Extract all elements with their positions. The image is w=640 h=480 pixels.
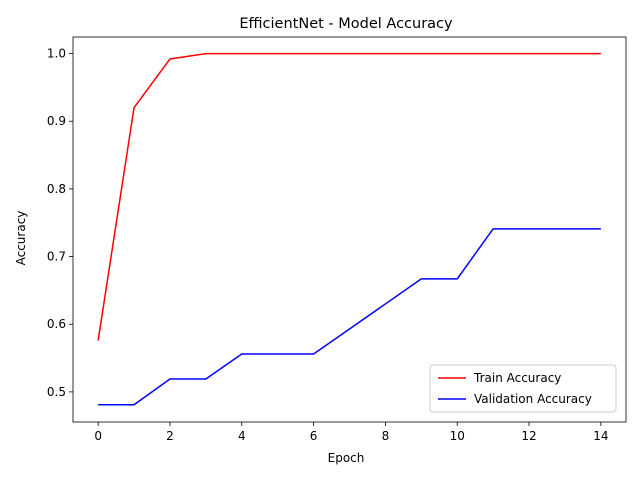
y-tick-label: 1.0 [47,47,66,61]
legend: Train Accuracy Validation Accuracy [429,364,617,413]
y-tick-label: 0.6 [47,317,66,331]
x-tick-label: 0 [94,429,102,443]
legend-box [429,364,617,413]
x-tick-label: 4 [238,429,246,443]
series-line-1 [97,52,601,341]
x-tick-label: 12 [521,429,536,443]
y-tick-label: 0.5 [47,385,66,399]
legend-label: Train Accuracy [473,371,561,385]
x-tick-label: 10 [450,429,465,443]
x-tick-label: 6 [310,429,318,443]
x-axis-label: Epoch [328,451,365,465]
x-tick-label: 2 [166,429,174,443]
y-axis-label: Accuracy [14,211,28,266]
x-tick-label: 8 [382,429,390,443]
chart-title: EfficientNet - Model Accuracy [239,16,453,32]
y-tick-label: 0.8 [47,182,66,196]
y-tick-label: 0.9 [47,114,66,128]
series-line-2 [98,228,601,406]
axes-frame [72,36,627,423]
y-tick-label: 0.7 [47,250,66,264]
x-tick-label: 14 [593,429,608,443]
plot-area [72,36,627,423]
y-axis-ticks: 0.5 0.6 0.7 0.8 0.9 1.0 [47,47,73,399]
x-axis-ticks: 0 2 4 6 8 10 12 14 [94,422,609,443]
legend-label: Validation Accuracy [474,392,592,406]
